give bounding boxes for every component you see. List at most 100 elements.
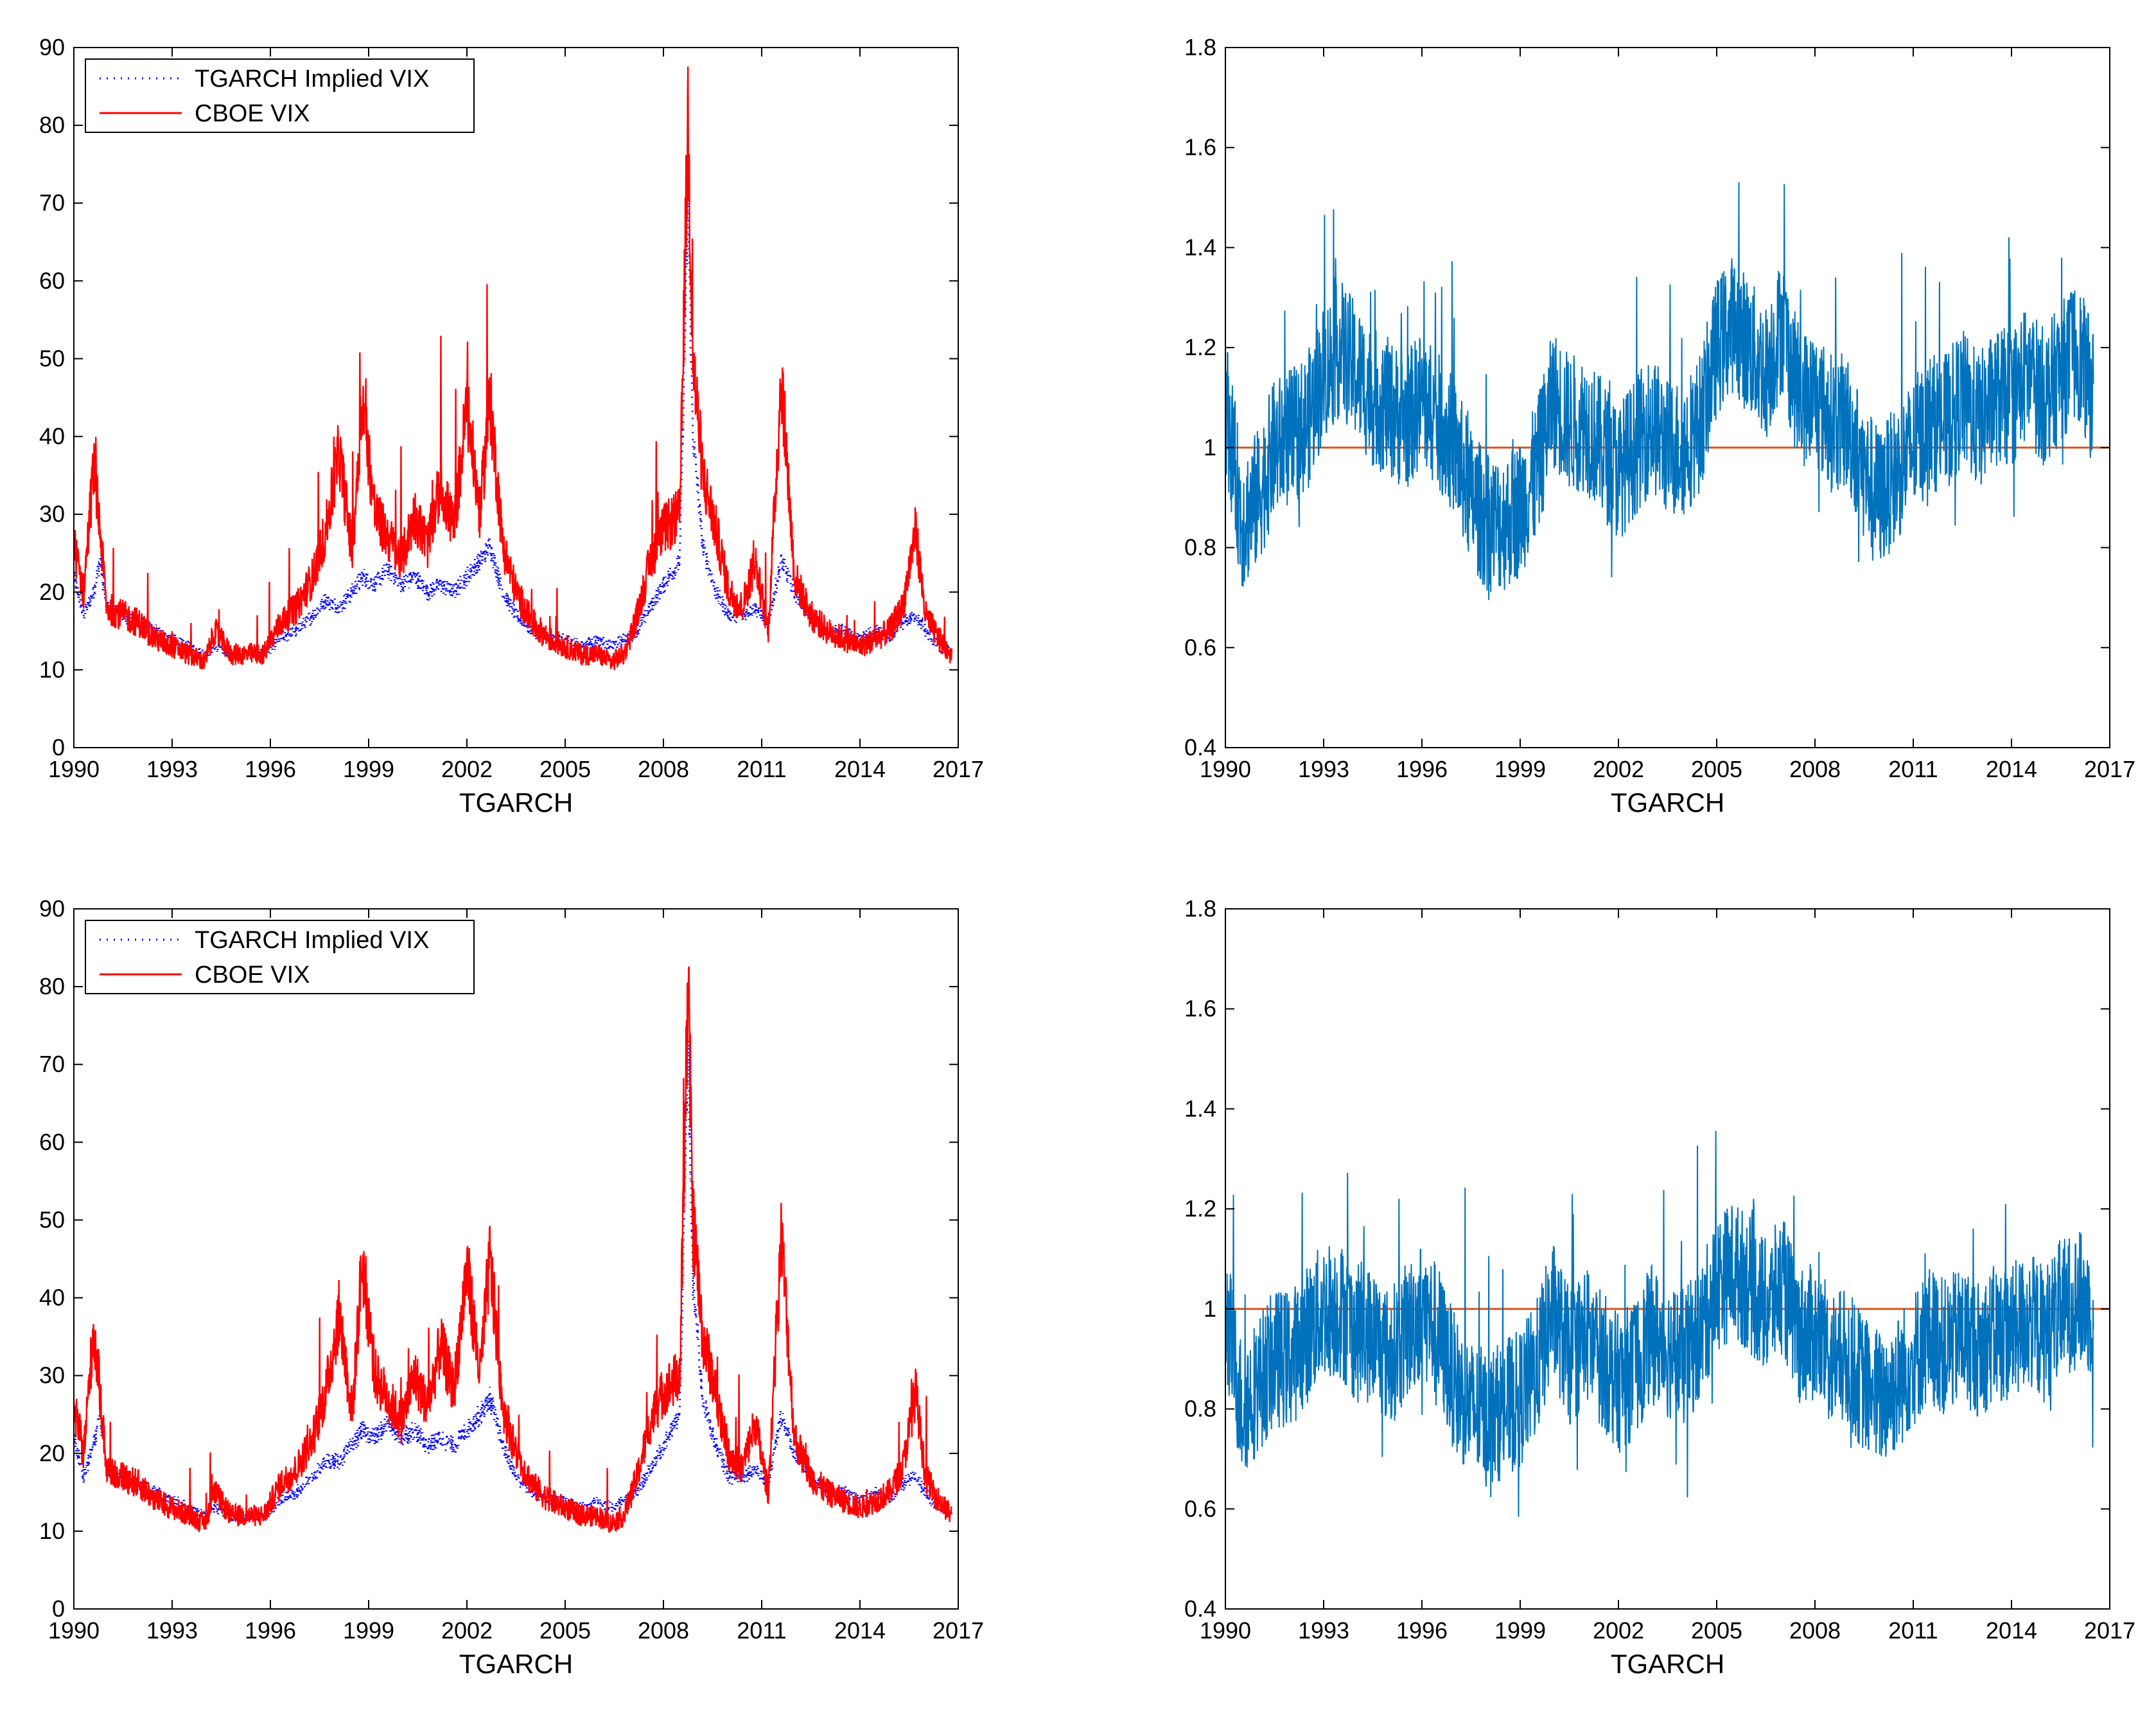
series-line-cboe-vix (74, 66, 952, 671)
x-tick-label: 2014 (1986, 756, 2037, 782)
y-tick-label: 30 (39, 501, 65, 527)
series-line-cboe-vix (74, 966, 952, 1534)
y-tick-label: 50 (39, 1206, 65, 1233)
x-tick-label: 2011 (737, 756, 786, 782)
x-tick-label: 2008 (1789, 756, 1841, 782)
y-tick-label: 0.4 (1184, 734, 1216, 760)
y-tick-label: 90 (39, 34, 65, 60)
x-tick-label: 1996 (1396, 1617, 1448, 1644)
plot-data (74, 966, 953, 1534)
chart-panel-top-left: 1990 1993 1996 1999 2002 2005 2008 2011 2014 2017… (39, 34, 984, 818)
y-tick-label: 0.6 (1184, 634, 1216, 660)
x-tick-label: 2011 (1888, 756, 1938, 782)
x-tick-label: 1999 (343, 1617, 394, 1644)
y-tick-label: 1.6 (1184, 134, 1216, 161)
x-axis-label: TGARCH (459, 787, 573, 818)
x-tick-label: 1996 (245, 1617, 296, 1644)
y-tick-label: 60 (39, 267, 65, 294)
x-tick-label: 2008 (1789, 1617, 1841, 1644)
y-tick-label: 0.6 (1184, 1495, 1216, 1522)
y-tick-label: 90 (39, 895, 65, 922)
legend-box (85, 58, 475, 133)
x-tick-label: 1990 (1200, 756, 1251, 782)
x-tick-label: 2005 (539, 756, 591, 782)
x-tick-label: 1999 (1494, 1617, 1546, 1644)
chart-panel-bottom-left: 1990 1993 1996 1999 2002 2005 2008 2011 2014 2017… (39, 895, 984, 1679)
x-tick-label: 2011 (1888, 1617, 1938, 1644)
plot-frame (1225, 47, 2110, 748)
y-tick-label: 0.8 (1184, 1396, 1216, 1422)
x-tick-label: 1993 (146, 756, 198, 782)
x-tick-label: 2008 (638, 756, 689, 782)
y-tick-label: 40 (39, 1285, 65, 1311)
legend-entry: TGARCH Implied VIX (195, 66, 429, 92)
x-tick-label: 2014 (1986, 1617, 2037, 1644)
y-tick-label: 40 (39, 423, 65, 450)
y-tick-label: 60 (39, 1129, 65, 1155)
x-tick-label: 1996 (1396, 756, 1448, 782)
x-axis-label: TGARCH (1611, 787, 1724, 818)
plot-data (1225, 182, 2110, 601)
x-tick-label: 1990 (48, 756, 100, 782)
x-tick-label: 1993 (1298, 1617, 1349, 1644)
x-tick-label: 2017 (933, 1617, 984, 1644)
y-tick-label: 70 (39, 189, 65, 216)
legend: TGARCH Implied VIX CBOE VIX (85, 58, 475, 133)
y-tick-label: 0 (52, 734, 65, 760)
x-tick-label: 1990 (48, 1617, 100, 1644)
plot-area (74, 48, 958, 748)
plot-data (1225, 1130, 2110, 1517)
y-tick-label: 80 (39, 112, 65, 138)
y-tick-label: 1.4 (1184, 1095, 1216, 1121)
y-tick-label: 70 (39, 1051, 65, 1077)
y-tick-label: 0.4 (1184, 1595, 1216, 1622)
y-tick-label: 20 (39, 579, 65, 605)
x-tick-label: 2005 (539, 1617, 591, 1644)
x-tick-label: 2005 (1691, 1617, 1742, 1644)
y-tick-label: 1.8 (1184, 34, 1216, 60)
x-tick-label: 2014 (834, 1617, 886, 1644)
plot-frame (73, 908, 959, 1610)
y-tick-label: 1.2 (1184, 334, 1216, 360)
x-tick-label: 1993 (1298, 756, 1349, 782)
legend-entry: CBOE VIX (195, 100, 310, 127)
y-tick-label: 80 (39, 973, 65, 999)
x-tick-label: 2011 (737, 1617, 786, 1644)
y-tick-label: 50 (39, 345, 65, 371)
x-tick-label: 2017 (933, 756, 984, 782)
y-tick-label: 1 (1204, 434, 1216, 461)
y-tick-label: 30 (39, 1362, 65, 1389)
y-tick-label: 20 (39, 1440, 65, 1466)
y-tick-label: 1.6 (1184, 996, 1216, 1022)
series-line-ratio (1225, 1130, 2094, 1517)
x-tick-label: 1990 (1200, 1617, 1251, 1644)
legend-entry: TGARCH Implied VIX (195, 927, 429, 954)
y-tick-label: 0.8 (1184, 534, 1216, 561)
x-tick-label: 2002 (441, 756, 493, 782)
x-tick-label: 2002 (1593, 1617, 1644, 1644)
y-tick-label: 1.8 (1184, 895, 1216, 922)
y-tick-label: 0 (52, 1595, 65, 1622)
x-axis-label: TGARCH (459, 1649, 573, 1679)
legend: TGARCH Implied VIX CBOE VIX (85, 920, 475, 994)
x-tick-label: 2014 (834, 756, 886, 782)
y-tick-label: 10 (39, 1518, 65, 1544)
legend-entry: CBOE VIX (195, 962, 310, 988)
x-tick-label: 1999 (1494, 756, 1546, 782)
plot-frame (73, 47, 959, 748)
plot-frame (1225, 908, 2110, 1610)
series-line-ratio (1225, 182, 2094, 601)
x-tick-label: 1999 (343, 756, 394, 782)
y-tick-label: 1.2 (1184, 1195, 1216, 1222)
y-tick-label: 1 (1204, 1296, 1216, 1322)
plot-data (74, 66, 953, 671)
x-tick-label: 1996 (245, 756, 296, 782)
y-tick-label: 1.4 (1184, 234, 1216, 260)
x-tick-label: 2017 (2084, 756, 2135, 782)
x-tick-label: 1993 (146, 1617, 198, 1644)
legend-box (85, 920, 475, 994)
x-tick-label: 2017 (2084, 1617, 2135, 1644)
x-axis-label: TGARCH (1611, 1649, 1724, 1679)
x-tick-label: 2002 (441, 1617, 493, 1644)
